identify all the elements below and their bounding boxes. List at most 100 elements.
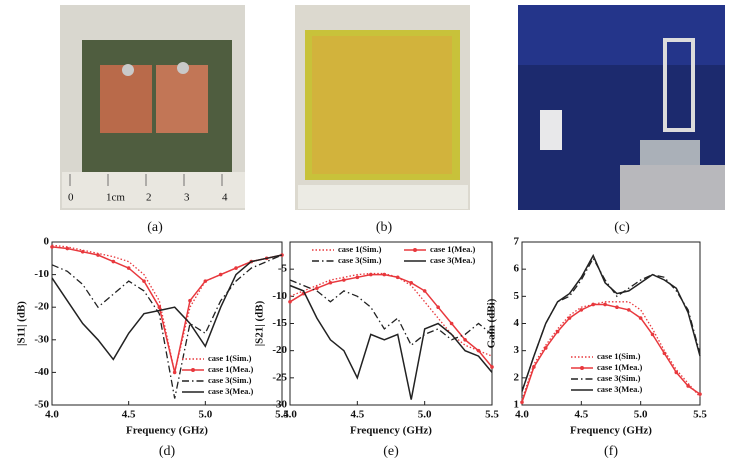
y-tick-label: -5 xyxy=(278,263,288,275)
x-tick-label: 5.5 xyxy=(485,409,499,421)
ruler-label: 2 xyxy=(146,192,152,204)
series-marker xyxy=(627,308,631,312)
y-axis-title: |S11| (dB) xyxy=(16,301,28,346)
series-marker xyxy=(463,338,467,342)
ruler-label: 0 xyxy=(68,192,74,204)
x-tick-label: 4.0 xyxy=(45,409,59,421)
series-line xyxy=(290,280,492,345)
series-marker xyxy=(81,250,85,254)
photo-b xyxy=(295,5,470,210)
y-axis-title: |S21| (dB) xyxy=(254,300,266,346)
series-marker xyxy=(615,305,619,309)
y-tick-label: -10 xyxy=(34,268,49,280)
x-tick-label: 4.5 xyxy=(574,409,588,421)
x-tick-label: 5.0 xyxy=(198,409,212,421)
series-marker xyxy=(158,305,162,309)
y-tick-label: 4 xyxy=(514,317,520,329)
y-tick-label: 5 xyxy=(514,290,520,302)
x-tick-label: 5.0 xyxy=(418,409,432,421)
x-axis-title: Frequency (GHz) xyxy=(350,425,432,437)
x-tick-label: 4.5 xyxy=(350,409,364,421)
series-marker xyxy=(219,273,223,277)
series-marker xyxy=(127,266,131,270)
legend-label: case 3(Sim.) xyxy=(208,375,252,385)
y-tick-label: -20 xyxy=(272,344,287,356)
series-marker xyxy=(409,281,413,285)
series-marker xyxy=(580,308,584,312)
y-tick-label: -25 xyxy=(272,371,287,383)
series-marker xyxy=(556,330,560,334)
series-marker xyxy=(342,278,346,282)
legend-label: case 1(Sim.) xyxy=(338,244,382,254)
series-marker xyxy=(112,260,116,264)
legend-label: case 3(Mea.) xyxy=(597,384,642,394)
series-line xyxy=(290,275,492,367)
series-marker xyxy=(369,273,373,277)
legend-label: case 1(Mea.) xyxy=(208,364,253,374)
legend-label: case 1(Mea.) xyxy=(430,244,475,254)
series-marker xyxy=(490,365,494,369)
photo-c xyxy=(518,5,725,210)
series-marker xyxy=(603,303,607,307)
caption: (d) xyxy=(159,444,176,459)
series-marker xyxy=(204,279,208,283)
series-marker xyxy=(315,286,319,290)
x-tick-label: 4.0 xyxy=(515,409,529,421)
ruler-label: 4 xyxy=(222,192,228,204)
y-tick-label: 0 xyxy=(44,236,50,248)
legend-label: case 1(Sim.) xyxy=(208,353,252,363)
series-line xyxy=(290,274,492,357)
series-marker xyxy=(50,245,54,249)
series-marker xyxy=(686,384,690,388)
series-marker xyxy=(234,266,238,270)
page: 0 1cm 2 3 4 (a) (b) (c) 0 -10 -20 -30 -40 -5 0… xyxy=(0,0,735,470)
series-marker xyxy=(382,273,386,277)
series-marker xyxy=(568,316,572,320)
y-tick-label: -10 xyxy=(272,290,287,302)
y-tick-label: -30 xyxy=(34,333,49,345)
legend-marker xyxy=(191,368,195,372)
x-tick-label: 4.0 xyxy=(283,409,297,421)
legend-label: case 3(Mea.) xyxy=(208,386,253,396)
caption: (b) xyxy=(376,220,393,235)
series-marker xyxy=(520,400,524,404)
series-marker xyxy=(436,305,440,309)
x-tick-label: 5.5 xyxy=(693,409,707,421)
ruler-label: 1cm xyxy=(106,192,125,204)
series-marker xyxy=(544,346,548,350)
caption: (f) xyxy=(604,444,618,459)
legend-label: case 1(Sim.) xyxy=(597,351,641,361)
x-axis-title: Frequency (GHz) xyxy=(126,425,208,437)
legend-label: case 3(Mea.) xyxy=(430,255,475,265)
series-marker xyxy=(66,247,70,251)
series-marker xyxy=(396,276,400,280)
x-tick-label: 4.5 xyxy=(122,409,136,421)
series-marker xyxy=(356,276,360,280)
legend-marker xyxy=(413,248,417,252)
x-tick-label: 5.0 xyxy=(634,409,648,421)
y-tick-label: 2 xyxy=(514,371,520,383)
legend-marker xyxy=(580,366,584,370)
series-marker xyxy=(591,303,595,307)
figure: 0 1cm 2 3 4 (a) (b) (c) 0 -10 -20 -30 -40 -5 0… xyxy=(0,0,735,470)
series-marker xyxy=(651,333,655,337)
series-marker xyxy=(142,279,146,283)
y-tick-label: -15 xyxy=(272,317,287,329)
y-tick-label: -20 xyxy=(34,301,49,313)
photo-a: 0 1cm 2 3 4 xyxy=(60,5,245,210)
legend-label: case 3(Sim.) xyxy=(597,373,641,383)
y-tick-label: -40 xyxy=(34,366,49,378)
series-marker xyxy=(450,322,454,326)
series-marker xyxy=(698,392,702,396)
series-marker xyxy=(477,349,481,353)
series-marker xyxy=(663,352,667,356)
x-axis-title: Frequency (GHz) xyxy=(570,425,652,437)
legend-label: case 1(Mea.) xyxy=(597,362,642,372)
y-axis-title: Gain (dBi) xyxy=(486,298,498,348)
caption: (e) xyxy=(383,444,399,459)
series-marker xyxy=(674,371,678,375)
y-tick-label: 3 xyxy=(514,344,520,356)
caption: (a) xyxy=(147,220,163,235)
caption: (c) xyxy=(614,220,630,235)
ruler-label: 3 xyxy=(184,192,190,204)
